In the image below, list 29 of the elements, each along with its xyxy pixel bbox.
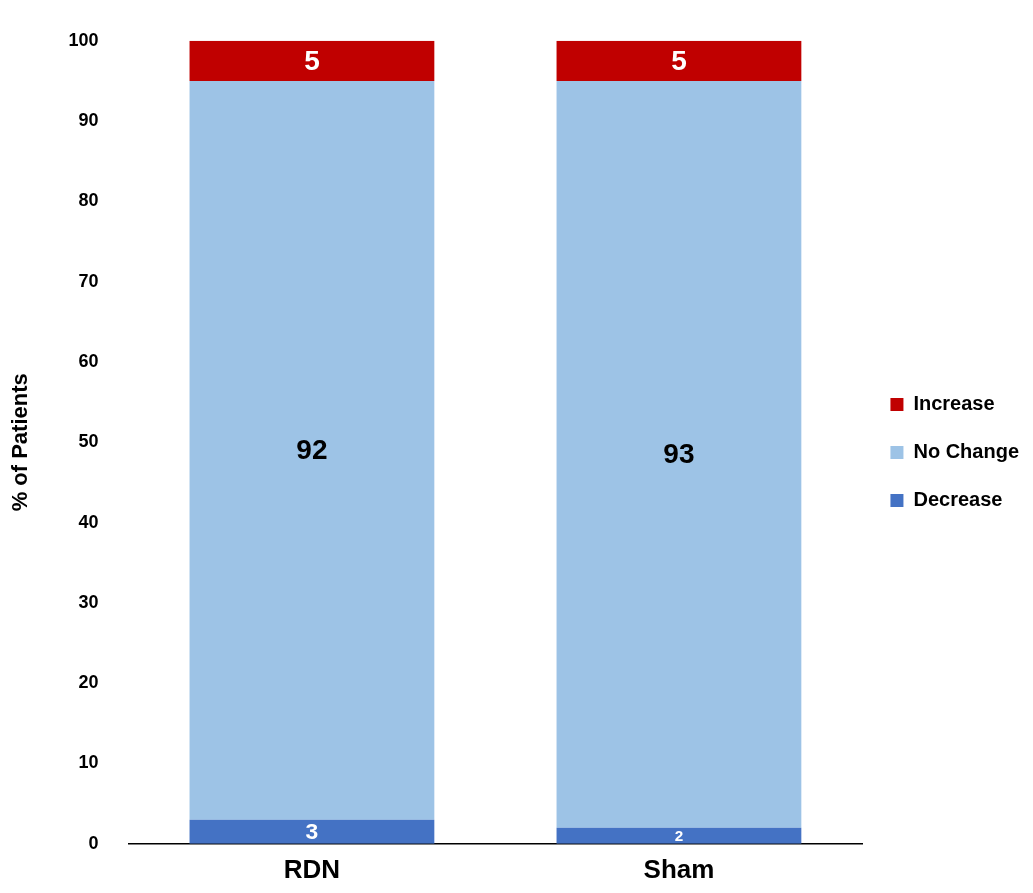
bar xyxy=(189,40,435,81)
legend-label: Increase xyxy=(913,392,995,415)
data-label: 93 xyxy=(663,438,695,470)
data-label: 3 xyxy=(305,818,319,845)
x-tick-label: Sham xyxy=(643,853,715,884)
y-tick-label: 100 xyxy=(68,29,99,50)
data-label: 5 xyxy=(671,44,687,76)
y-tick-label: 30 xyxy=(78,591,99,612)
x-tick-label: RDN xyxy=(283,853,341,884)
y-tick-label: 60 xyxy=(78,350,99,371)
y-tick-label: 0 xyxy=(88,832,99,853)
y-tick-label: 50 xyxy=(78,431,99,452)
y-tick-label: 90 xyxy=(78,110,99,131)
y-tick-label: 40 xyxy=(78,511,99,532)
y-axis-title: % of Patients xyxy=(7,373,33,512)
bar xyxy=(556,80,802,828)
y-tick-label: 10 xyxy=(78,752,99,773)
data-label: 2 xyxy=(674,826,684,844)
y-tick-label: 80 xyxy=(78,190,99,211)
data-label: 92 xyxy=(296,434,328,466)
bar xyxy=(189,80,435,820)
bar xyxy=(556,827,802,844)
data-label: 5 xyxy=(304,44,320,76)
legend-label: No Change xyxy=(913,440,1020,463)
y-tick-label: 70 xyxy=(78,270,99,291)
legend-label: Decrease xyxy=(913,488,1003,511)
bar xyxy=(189,819,435,844)
y-tick-label: 20 xyxy=(78,672,99,693)
bar xyxy=(556,40,802,81)
